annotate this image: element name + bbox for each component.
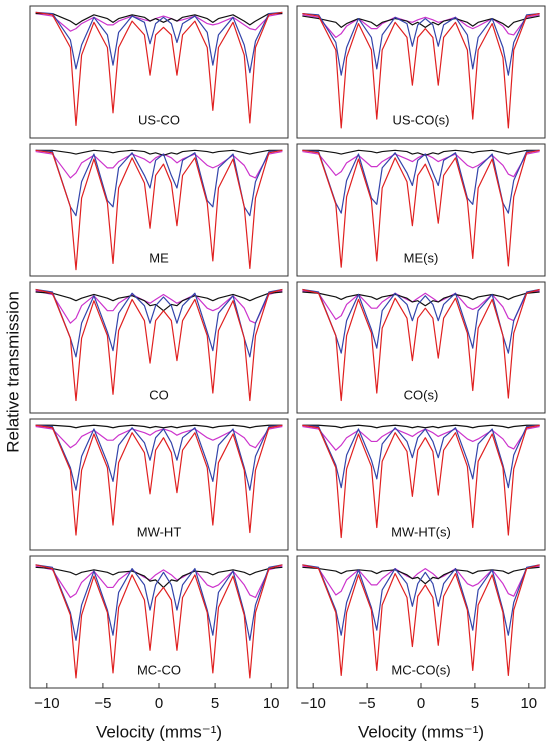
panel: US-CO xyxy=(29,5,289,139)
spectrum-curve xyxy=(35,564,283,679)
plot-area xyxy=(35,288,283,402)
spectrum-curve xyxy=(302,149,540,268)
panel-label: ME(s) xyxy=(404,250,439,265)
panel: MW-HT(s) xyxy=(296,418,546,551)
x-tick-label: 0 xyxy=(155,695,163,712)
panel: US-CO(s) xyxy=(296,5,546,139)
spectrum-curve xyxy=(35,149,283,156)
panel: MW-HT xyxy=(29,418,289,551)
spectrum-curve xyxy=(302,424,540,489)
panel: ME(s) xyxy=(296,143,546,277)
spectrum-curve xyxy=(35,149,283,271)
spectrum-curve xyxy=(302,149,540,214)
spectrum-curve xyxy=(302,566,540,585)
spectrum-curve xyxy=(302,424,540,429)
panel-label: MC-CO xyxy=(137,662,181,677)
x-tick-label: −5 xyxy=(359,695,376,712)
plot-area xyxy=(302,149,540,268)
x-tick-label: −10 xyxy=(34,695,59,712)
panel-frame xyxy=(29,143,289,277)
x-tick-label: −5 xyxy=(94,695,111,712)
spectrum-curve xyxy=(35,424,283,429)
spectrum-curve xyxy=(35,290,283,324)
spectrum-curve xyxy=(302,12,540,76)
spectrum-curve xyxy=(302,14,540,39)
panel: MC-CO(s) −10 −5 0 5 10 Velocity (mms⁻¹) xyxy=(296,555,546,741)
spectrum-curve xyxy=(35,11,283,127)
panel-label: ME xyxy=(149,250,169,265)
panel-label: CO(s) xyxy=(404,387,439,402)
plot-area xyxy=(35,149,283,271)
panel-frame xyxy=(296,143,546,277)
panel-label: MW-HT(s) xyxy=(391,524,451,539)
panel: CO xyxy=(29,281,289,414)
x-axis-label: Velocity (mms⁻¹) xyxy=(96,722,222,741)
spectrum-curve xyxy=(35,12,283,26)
panel-frame xyxy=(29,418,289,551)
spectrum-curve xyxy=(35,12,283,32)
spectrum-curve xyxy=(302,288,540,402)
plot-area xyxy=(302,12,540,129)
spectrum-curve xyxy=(35,564,283,641)
spectrum-curve xyxy=(302,564,540,636)
panel: ME xyxy=(29,143,289,277)
panel: CO(s) xyxy=(296,281,546,414)
plot-area xyxy=(35,564,283,679)
spectrum-curve xyxy=(302,564,540,677)
spectrum-curve xyxy=(302,291,540,307)
plot-area xyxy=(302,288,540,402)
panel-frame xyxy=(296,5,546,139)
panel-label: MW-HT xyxy=(137,524,182,539)
plot-area xyxy=(302,424,540,539)
panel-label: CO xyxy=(149,387,169,402)
panel-label: MC-CO(s) xyxy=(391,662,450,677)
panel-frame xyxy=(29,5,289,139)
panel-frame xyxy=(29,281,289,414)
spectrum-curve xyxy=(302,425,540,451)
x-tick-label: 5 xyxy=(211,695,219,712)
spectrum-curve xyxy=(35,149,283,217)
spectrum-curve xyxy=(302,565,540,597)
panel: MC-CO −10 −5 0 5 10 Velocity (mms⁻¹) xyxy=(29,555,289,741)
x-tick-label: 10 xyxy=(520,695,537,712)
x-tick-label: 5 xyxy=(471,695,479,712)
spectrum-curve xyxy=(35,424,283,536)
spectrum-curve xyxy=(35,566,283,589)
spectrum-curve xyxy=(302,150,540,178)
y-axis-label: Relative transmission xyxy=(3,291,22,453)
spectrum-curve xyxy=(35,11,283,74)
panel-frame xyxy=(296,418,546,551)
spectrum-curve xyxy=(302,12,540,129)
plot-area xyxy=(35,11,283,127)
spectrum-curve xyxy=(35,288,283,402)
spectrum-curve xyxy=(302,15,540,28)
spectrum-curve xyxy=(302,424,540,539)
panel-label: US-CO(s) xyxy=(392,112,449,127)
x-tick-label: 10 xyxy=(263,695,280,712)
spectrum-curve xyxy=(35,424,283,491)
panel-frame xyxy=(296,281,546,414)
panel-label: US-CO xyxy=(138,112,180,127)
x-axis-label: Velocity (mms⁻¹) xyxy=(358,722,484,741)
spectrum-curve xyxy=(35,565,283,599)
spectrum-curve xyxy=(35,150,283,179)
spectrum-curve xyxy=(302,149,540,156)
x-tick-label: 0 xyxy=(417,695,425,712)
spectrum-curve xyxy=(302,290,540,322)
plot-area xyxy=(35,424,283,536)
plot-area xyxy=(302,564,540,677)
x-tick-label: −10 xyxy=(300,695,325,712)
